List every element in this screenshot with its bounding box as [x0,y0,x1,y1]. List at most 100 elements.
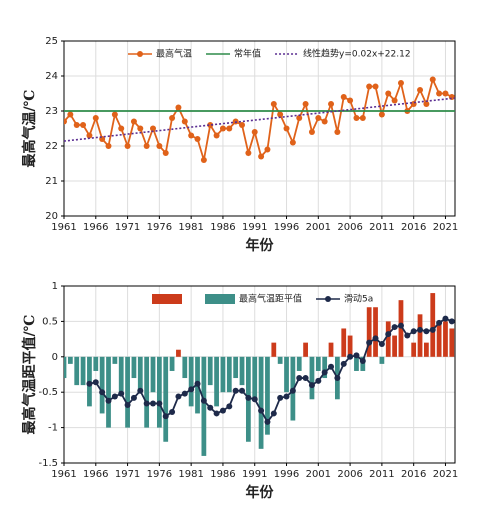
bar [252,356,258,400]
marker [258,153,265,160]
marker [340,360,347,367]
marker [239,387,246,394]
marker [328,101,335,107]
marker [289,139,296,146]
bar [265,356,270,435]
marker [92,379,99,386]
marker [207,404,214,411]
marker [302,101,309,107]
marker [143,143,150,149]
marker [353,115,360,121]
plot-frame [63,40,456,217]
bar [150,356,156,393]
bar [220,356,226,393]
marker [162,413,169,420]
marker [277,111,284,118]
marker [232,387,239,394]
bar [392,335,397,357]
marker [359,115,366,121]
bar [328,342,334,357]
x-tick-label: 2001 [306,222,331,233]
legend-marker [325,296,332,302]
marker [436,90,443,97]
bar [64,356,67,379]
x-tick-label: 1966 [83,469,108,480]
y-axis-title: 最高气温距平值/℃ [21,314,38,434]
marker [226,125,233,132]
bar [207,356,213,386]
marker [347,353,354,360]
marker [118,390,125,397]
marker [111,111,118,118]
marker [397,322,404,329]
bar [373,307,378,357]
bar [296,356,302,371]
bar [226,356,232,393]
bar [284,356,289,393]
marker [213,132,220,139]
x-tick-label: 2001 [306,469,331,480]
marker [105,397,112,404]
y-tick-label: -1 [48,423,58,434]
marker [347,97,354,104]
marker [169,409,176,416]
x-tick-label: 1976 [147,469,172,480]
marker [200,397,207,404]
marker [162,150,169,156]
legend-label: 滑动5a [344,294,373,305]
marker [80,122,87,128]
marker [264,146,271,153]
bar [411,342,417,357]
marker [334,129,341,135]
legend-swatch [205,294,235,304]
legend-label: 最高气温距平值 [239,293,302,305]
marker [302,375,309,382]
marker [67,111,74,118]
bar [449,328,455,357]
marker [308,382,315,389]
bar [74,356,80,386]
bar [188,356,194,407]
bar [315,356,321,371]
marker [118,125,125,132]
x-tick-label: 1961 [51,469,76,480]
marker [391,324,398,331]
marker [442,90,449,97]
x-tick-label: 1976 [147,222,172,233]
bar [201,356,207,456]
bar [182,356,188,379]
marker [181,390,188,397]
marker [156,400,163,407]
marker [277,394,284,401]
x-axis-title: 年份 [246,484,275,501]
marker [321,369,328,376]
bar [106,356,111,428]
bar [80,356,86,386]
y-axis-title: 最高气温/℃ [21,89,38,167]
bar [163,356,169,442]
marker [404,332,411,339]
legend-label: 线性趋势y=0.02x+22.12 [303,48,411,60]
x-tick-label: 2021 [433,222,458,233]
bar [258,356,264,449]
marker [200,157,207,163]
y-tick-label: 1 [52,281,58,292]
marker [169,115,176,121]
bar [233,356,239,379]
bar [322,356,328,379]
marker [137,125,144,132]
x-tick-label: 1996 [274,222,299,233]
bar [379,356,385,364]
bar [277,356,283,364]
marker [410,328,417,335]
marker [226,403,233,410]
legend-label: 常年值 [234,48,261,60]
bar [67,356,73,364]
marker [219,407,226,414]
line [64,76,453,161]
marker [423,328,430,335]
bar [156,356,162,428]
x-axis-title: 年份 [246,237,275,254]
x-tick-label: 2006 [337,469,362,480]
